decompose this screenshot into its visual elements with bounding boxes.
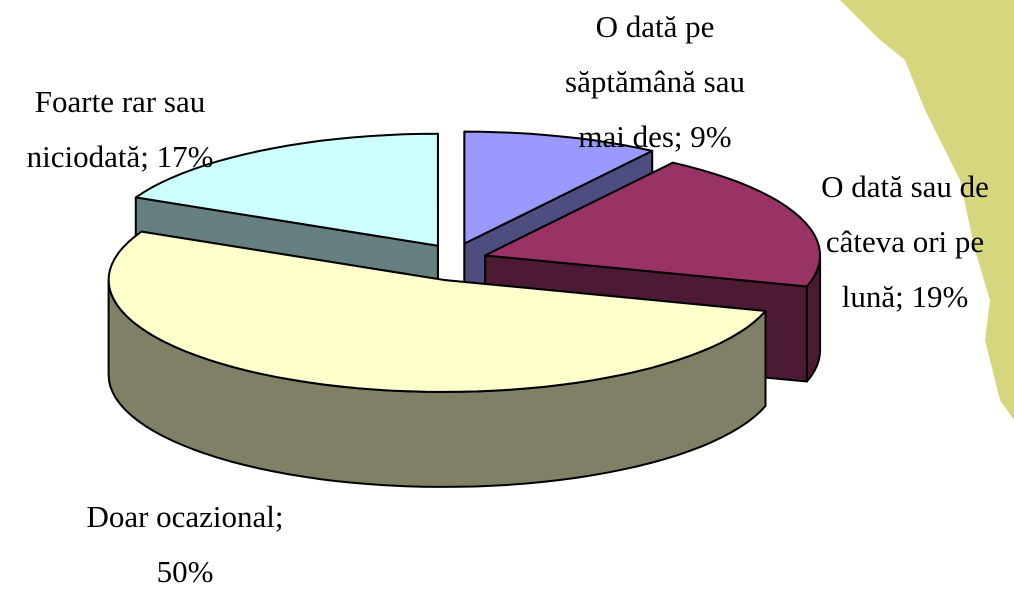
data-label: niciodată; 17% [27,139,214,174]
data-label: O dată pe [596,9,715,44]
slice [463,130,654,245]
slice [134,132,439,247]
data-label: 50% [157,554,214,589]
background-leaf [840,0,1014,420]
data-label: Doar ocazional; [86,499,283,534]
data-label: Foarte rar sau [35,84,205,119]
slice [107,230,767,393]
data-label: O dată sau de [821,169,989,204]
data-label: câteva ori pe [826,224,984,259]
data-label: lună; 19% [842,279,969,314]
data-label: mai des; 9% [578,119,731,154]
data-label: săptămână sau [565,64,745,99]
slice [484,161,821,288]
